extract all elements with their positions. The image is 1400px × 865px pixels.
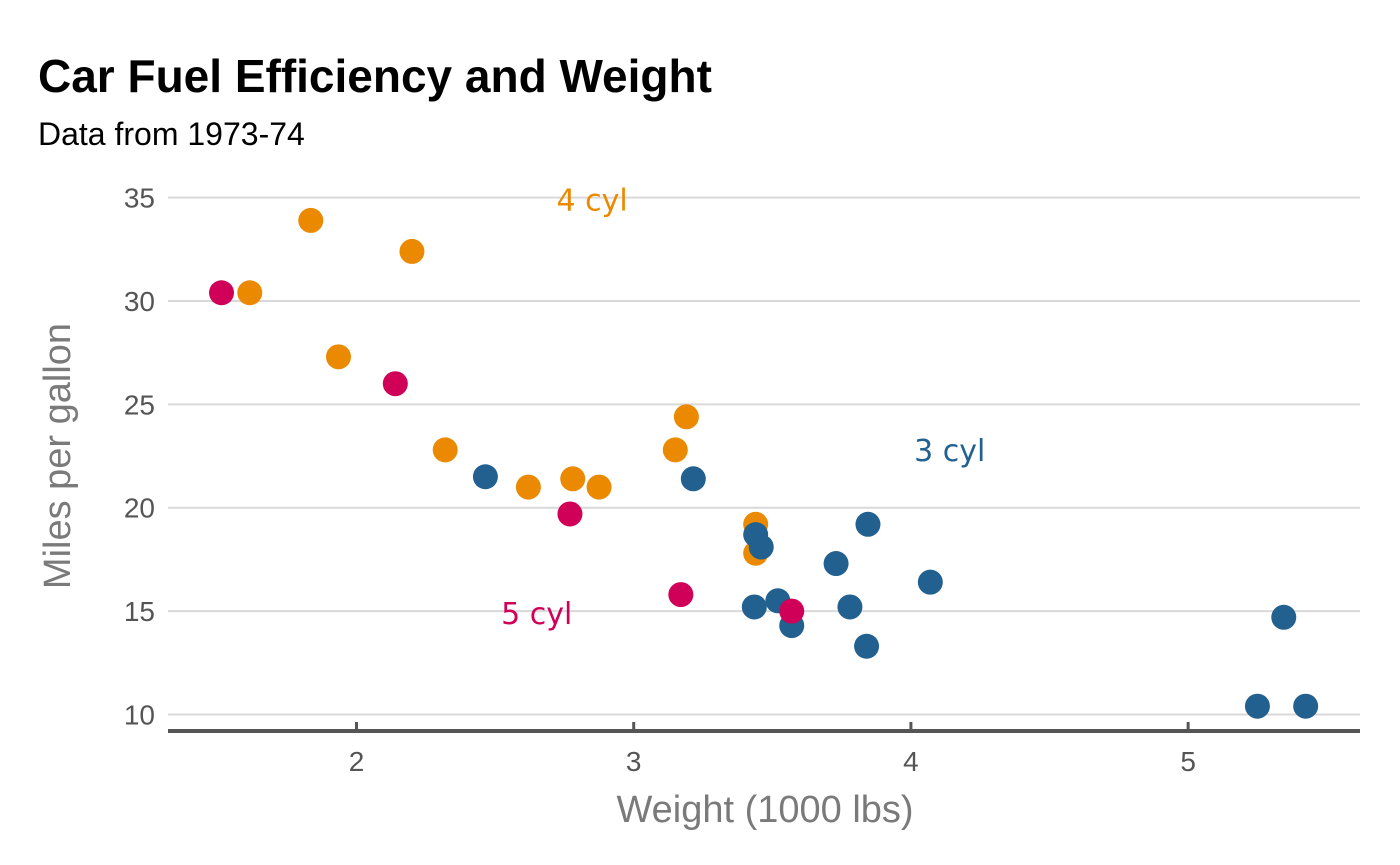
x-tick-label: 5 — [1180, 746, 1196, 777]
data-point-4-cyl — [399, 238, 425, 264]
y-axis-label: Miles per gallon — [37, 323, 79, 589]
data-point-3-cyl — [748, 534, 774, 560]
data-point-4-cyl — [237, 280, 263, 306]
gridlines — [168, 196, 1360, 716]
annotation-label: 5 cyl — [501, 597, 572, 632]
data-point-3-cyl — [855, 511, 881, 537]
annotation-label: 3 cyl — [914, 434, 985, 469]
y-tick-label: 20 — [124, 493, 155, 524]
data-point-5-cyl — [382, 371, 408, 397]
data-point-3-cyl — [837, 594, 863, 620]
data-point-4-cyl — [432, 437, 458, 463]
y-axis-ticks: 10 15 20 25 30 35 — [124, 183, 155, 731]
data-point-3-cyl — [1271, 604, 1297, 630]
data-point-4-cyl — [586, 474, 612, 500]
y-tick-label: 15 — [124, 596, 155, 627]
x-tick-label: 4 — [903, 746, 919, 777]
data-point-4-cyl — [673, 404, 699, 430]
annotation-label: 4 cyl — [557, 184, 628, 219]
data-point-3-cyl — [917, 569, 943, 595]
x-axis-label: Weight (1000 lbs) — [616, 789, 913, 831]
data-point-3-cyl — [741, 594, 767, 620]
y-tick-label: 10 — [124, 699, 155, 730]
data-point-3-cyl — [854, 633, 880, 659]
data-point-3-cyl — [680, 466, 706, 492]
x-axis: 2 3 4 5 — [168, 722, 1360, 777]
data-point-4-cyl — [515, 474, 541, 500]
data-point-5-cyl — [668, 582, 694, 608]
annotations: 4 cyl 3 cyl 5 cyl — [501, 184, 985, 632]
y-tick-label: 25 — [124, 389, 155, 420]
data-point-4-cyl — [298, 207, 324, 233]
data-point-5-cyl — [209, 280, 235, 306]
y-tick-label: 30 — [124, 286, 155, 317]
data-point-4-cyl — [560, 466, 586, 492]
data-point-4-cyl — [325, 344, 351, 370]
data-point-3-cyl — [472, 464, 498, 490]
data-point-3-cyl — [1244, 693, 1270, 719]
x-tick-label: 3 — [626, 746, 642, 777]
data-point-3-cyl — [1293, 693, 1319, 719]
data-point-4-cyl — [662, 437, 688, 463]
chart-title: Car Fuel Efficiency and Weight — [38, 50, 712, 102]
data-point-3-cyl — [823, 551, 849, 577]
x-tick-label: 2 — [349, 746, 365, 777]
data-point-5-cyl — [557, 501, 583, 527]
data-point-5-cyl — [779, 598, 805, 624]
y-tick-label: 35 — [124, 183, 155, 214]
data-points — [209, 207, 1319, 719]
chart-subtitle: Data from 1973-74 — [38, 116, 305, 152]
